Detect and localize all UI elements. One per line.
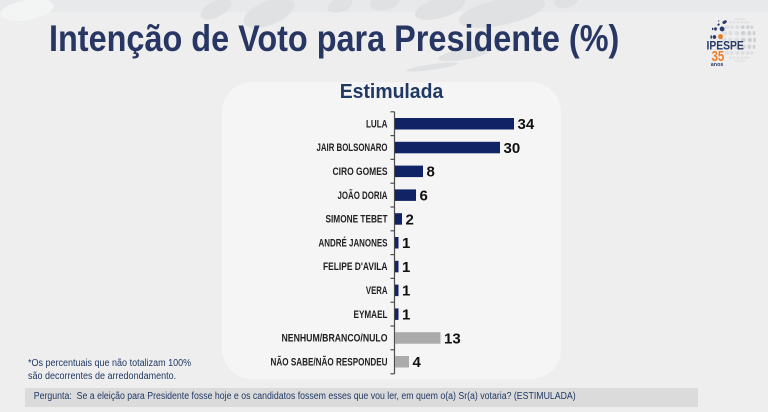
svg-text:EYMAEL: EYMAEL xyxy=(354,309,388,321)
svg-text:2: 2 xyxy=(406,211,414,228)
svg-text:LULA: LULA xyxy=(366,118,388,130)
svg-text:6: 6 xyxy=(420,188,428,205)
svg-text:1: 1 xyxy=(402,235,410,252)
svg-text:anos: anos xyxy=(711,62,724,68)
svg-text:JOÃO DORIA: JOÃO DORIA xyxy=(338,189,388,202)
svg-text:34: 34 xyxy=(518,116,535,133)
svg-text:1: 1 xyxy=(402,283,410,300)
svg-text:30: 30 xyxy=(504,140,521,157)
svg-text:35: 35 xyxy=(712,49,725,65)
svg-text:NÃO SABE/NÃO RESPONDEU: NÃO SABE/NÃO RESPONDEU xyxy=(271,355,388,368)
svg-text:NENHUM/BRANCO/NULO: NENHUM/BRANCO/NULO xyxy=(282,333,388,345)
svg-text:ANDRÉ JANONES: ANDRÉ JANONES xyxy=(319,236,388,249)
svg-text:1: 1 xyxy=(402,259,410,276)
svg-text:FELIPE D'AVILA: FELIPE D'AVILA xyxy=(323,261,388,273)
svg-text:8: 8 xyxy=(427,164,435,181)
svg-text:13: 13 xyxy=(444,330,461,347)
svg-text:SIMONE TEBET: SIMONE TEBET xyxy=(326,214,388,226)
svg-text:JAIR BOLSONARO: JAIR BOLSONARO xyxy=(317,142,388,154)
svg-text:1: 1 xyxy=(402,307,410,324)
svg-text:IPESPE: IPESPE xyxy=(707,39,744,53)
svg-text:4: 4 xyxy=(413,354,422,371)
svg-text:VERA: VERA xyxy=(366,285,388,297)
svg-text:CIRO GOMES: CIRO GOMES xyxy=(333,166,388,178)
